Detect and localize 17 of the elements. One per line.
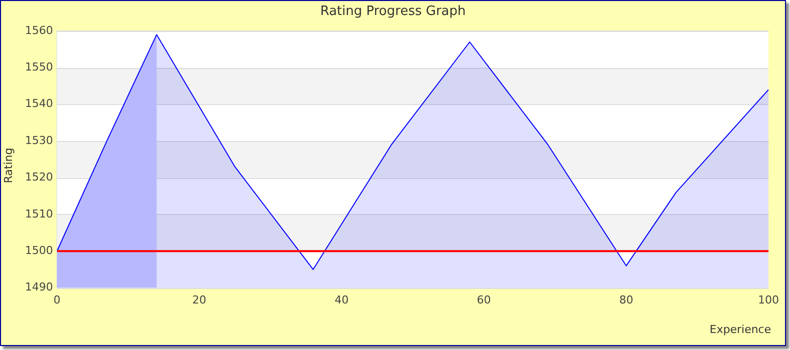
x-tick-label: 80 [619,293,634,306]
x-tick-label: 20 [192,293,206,306]
x-tick-label: 100 [758,293,779,306]
x-tick-label: 40 [334,293,349,306]
y-tick-label: 1510 [24,207,53,220]
chart-title: Rating Progress Graph [319,4,467,19]
y-axis-title: Rating [2,148,16,184]
y-tick-label: 1550 [24,60,53,74]
y-tick-label: 1560 [24,24,53,37]
y-tick-label: 1540 [24,97,53,110]
x-tick-label: 0 [53,293,60,306]
y-tick-label: 1520 [24,170,53,184]
y-tick-label: 1530 [24,134,53,147]
y-tick-label: 1490 [24,280,53,294]
x-axis-title: Experience [710,323,771,336]
y-tick-label: 1500 [24,244,53,257]
x-tick-label: 60 [476,293,491,306]
